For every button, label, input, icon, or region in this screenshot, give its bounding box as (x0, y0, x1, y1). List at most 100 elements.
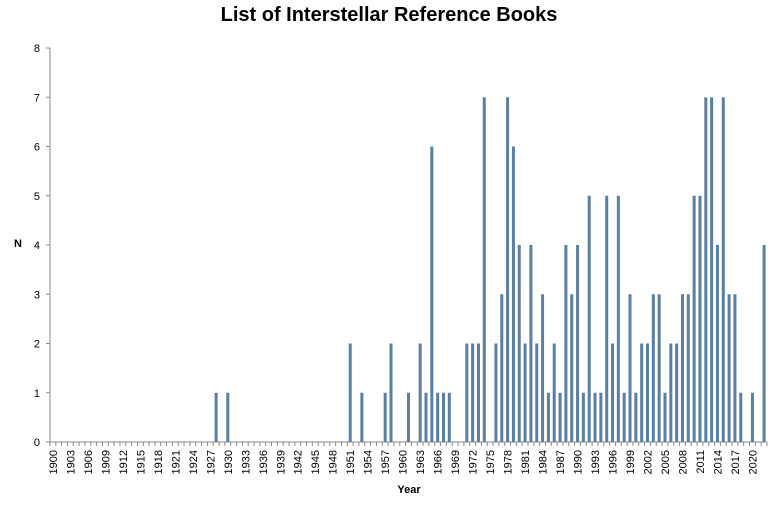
bar: 2017: 3 (733, 294, 737, 442)
x-tick-label: 1999 (625, 450, 637, 474)
x-tick-label: 1939 (275, 450, 287, 474)
y-tick-label: 6 (34, 142, 40, 154)
bar: 1996: 2 (611, 343, 615, 442)
x-tick-label: 1936 (258, 450, 270, 474)
x-tick-label: 1909 (100, 450, 112, 474)
x-axis-title: Year (397, 484, 421, 496)
bar: 2004: 3 (657, 294, 661, 442)
bar: 1986: 2 (552, 343, 556, 442)
bar: 2015: 7 (721, 97, 725, 442)
bar: 1973: 2 (476, 343, 480, 442)
x-tick-label: 1942 (293, 450, 305, 474)
bar: 2001: 2 (640, 343, 644, 442)
x-tick-label: 2008 (677, 450, 689, 474)
x-tick-label: 1945 (310, 450, 322, 474)
bar: 1998: 1 (622, 392, 626, 442)
bar: 1957: 1 (383, 392, 387, 442)
bar: 2020: 1 (750, 392, 754, 442)
x-tick-label: 1990 (573, 450, 585, 474)
bar: 1971: 2 (465, 343, 469, 442)
bar: 1976: 2 (494, 343, 498, 442)
bar: 1966: 1 (436, 392, 440, 442)
bar: 2008: 3 (680, 294, 684, 442)
bar: 1972: 2 (471, 343, 475, 442)
x-tick-label: 2020 (747, 450, 759, 474)
bar: 1980: 4 (517, 245, 521, 442)
x-tick-label: 1987 (555, 450, 567, 474)
bar: 1983: 2 (535, 343, 539, 442)
y-tick-label: 0 (34, 437, 40, 449)
bar: 1994: 1 (599, 392, 603, 442)
x-tick-label: 2005 (660, 450, 672, 474)
y-axis-title: N (14, 238, 22, 250)
x-tick-label: 1966 (433, 450, 445, 474)
bar: 1993: 1 (593, 392, 597, 442)
bar: 1982: 4 (529, 245, 533, 442)
bar: 1999: 3 (628, 294, 632, 442)
x-tick-label: 1912 (118, 450, 130, 474)
y-tick-label: 7 (34, 92, 40, 104)
y-tick-label: 2 (34, 339, 40, 351)
bar: 1965: 6 (430, 146, 434, 442)
x-tick-label: 2011 (695, 450, 707, 474)
bar: 1964: 1 (424, 392, 428, 442)
bar: 1981: 2 (523, 343, 527, 442)
x-tick-label: 1903 (65, 450, 77, 474)
x-tick-label: 2014 (712, 450, 724, 474)
x-tick-label: 1924 (188, 450, 200, 474)
bar: 1967: 1 (441, 392, 445, 442)
x-tick-label: 1963 (415, 450, 427, 474)
y-tick-label: 5 (34, 191, 40, 203)
x-tick-label: 1921 (170, 450, 182, 474)
x-tick-label: 1981 (520, 450, 532, 474)
bar: 1977: 3 (500, 294, 504, 442)
x-tick-label: 1960 (398, 450, 410, 474)
y-tick-label: 8 (34, 43, 40, 55)
x-tick-label: 1930 (223, 450, 235, 474)
bar: 2005: 1 (663, 392, 667, 442)
bar: 2010: 5 (692, 195, 696, 442)
bar: 1997: 5 (616, 195, 620, 442)
bar: 1974: 7 (482, 97, 486, 442)
x-tick-label: 1972 (468, 450, 480, 474)
bar: 1930: 1 (226, 392, 230, 442)
bar: 1989: 3 (570, 294, 574, 442)
bar: 1958: 2 (389, 343, 393, 442)
bar: 1978: 7 (506, 97, 510, 442)
bar: 2014: 4 (715, 245, 719, 442)
bar: 1990: 4 (576, 245, 580, 442)
bar: 1984: 3 (541, 294, 545, 442)
x-tick-label: 1906 (83, 450, 95, 474)
x-tick-label: 1900 (48, 450, 60, 474)
x-tick-label: 1927 (205, 450, 217, 474)
x-tick-label: 2002 (643, 450, 655, 474)
chart-title: List of Interstellar Reference Books (220, 4, 558, 26)
x-tick-label: 1954 (363, 450, 375, 474)
y-tick-label: 4 (34, 240, 40, 252)
bar: 1991: 1 (581, 392, 585, 442)
bar: 2018: 1 (739, 392, 743, 442)
x-tick-label: 1978 (503, 450, 515, 474)
bar: 2012: 7 (704, 97, 708, 442)
bar: 2013: 7 (710, 97, 714, 442)
bar: 2002: 2 (646, 343, 649, 442)
x-tick-label: 1996 (608, 450, 620, 474)
bar: 2009: 3 (686, 294, 690, 442)
x-tick-label: 1969 (450, 450, 462, 474)
x-tick-label: 1918 (153, 450, 165, 474)
bar: 1988: 4 (564, 245, 568, 442)
x-tick-label: 1984 (538, 450, 550, 474)
x-tick-label: 1933 (240, 450, 252, 474)
bar: 2007: 2 (675, 343, 679, 442)
bar: 1995: 5 (605, 195, 609, 442)
bar: 1963: 2 (418, 343, 422, 442)
x-tick-label: 1957 (380, 450, 392, 474)
y-tick-label: 3 (34, 289, 40, 301)
x-axis: 1900 1903 1906 1909 1912 1915 1918 1921 1924 1927… (48, 441, 768, 474)
bar: 1961: 1 (407, 392, 410, 442)
bar-series: 1928: 1 1930: 1 1951: 2 1953: 1 1957: 11958:… (214, 97, 766, 442)
bar: 2000: 1 (634, 392, 638, 442)
y-tick-label: 1 (34, 388, 40, 400)
x-tick-label: 1993 (590, 450, 602, 474)
